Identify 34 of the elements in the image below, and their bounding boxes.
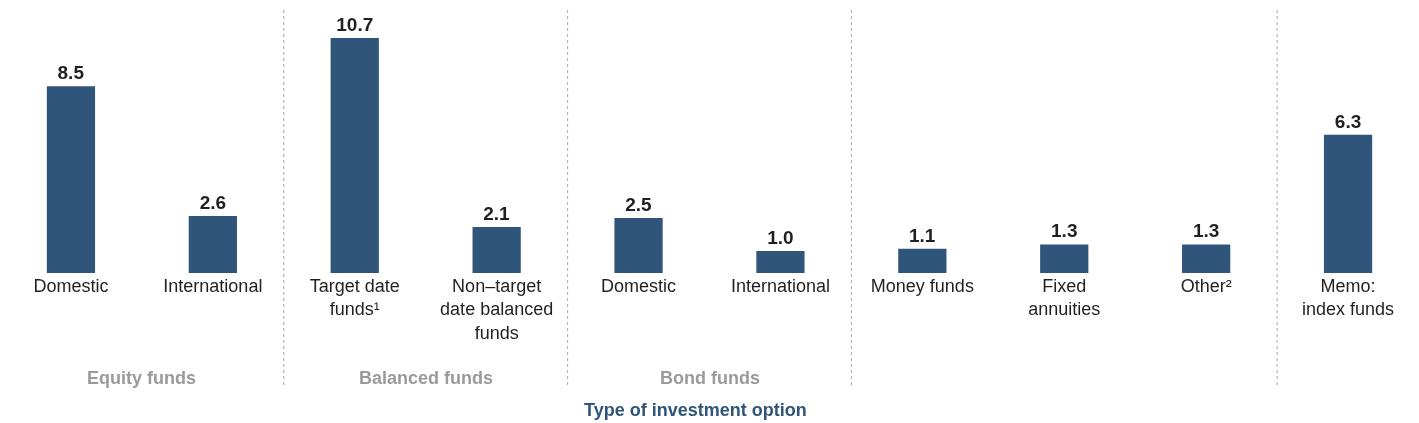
- data-label: 2.6: [199, 191, 227, 213]
- x-tick-label: Memo: index funds: [1302, 276, 1395, 320]
- data-label: 10.7: [336, 14, 374, 35]
- data-label: 1.3: [1051, 220, 1078, 242]
- bar: [1323, 134, 1373, 273]
- x-tick-label: Fixed annuities: [1028, 276, 1101, 320]
- x-tick-label: Other²: [1180, 276, 1232, 296]
- x-tick-label: International: [163, 276, 263, 296]
- x-tick-label: Domestic: [33, 276, 109, 296]
- x-tick-label: Target date funds¹: [309, 276, 400, 320]
- data-label: 2.5: [625, 194, 652, 216]
- bar: [46, 86, 96, 273]
- bar: [614, 218, 663, 273]
- bar: [330, 38, 379, 273]
- x-tick-label: Money funds: [870, 276, 974, 296]
- bar: [1182, 244, 1231, 273]
- data-label: 2.1: [483, 202, 511, 224]
- x-tick-label: Domestic: [601, 276, 677, 296]
- data-label: 1.0: [767, 227, 794, 249]
- data-label: 8.5: [57, 62, 85, 84]
- bar: [756, 251, 805, 273]
- bar: [472, 226, 521, 273]
- x-axis-title: Type of investment option: [584, 400, 807, 420]
- text: Balanced funds: [359, 368, 494, 388]
- data-label: 1.1: [908, 224, 936, 246]
- bar: [898, 248, 947, 273]
- data-label: 6.3: [1334, 110, 1362, 132]
- x-tick-label: International: [730, 276, 830, 296]
- bar: [1040, 244, 1089, 273]
- x-tick-label: Non–target date balanced funds: [440, 276, 554, 343]
- data-label: 1.3: [1192, 220, 1220, 242]
- bar: [188, 215, 237, 273]
- text: Equity funds: [87, 368, 196, 388]
- text: Bond funds: [660, 368, 760, 388]
